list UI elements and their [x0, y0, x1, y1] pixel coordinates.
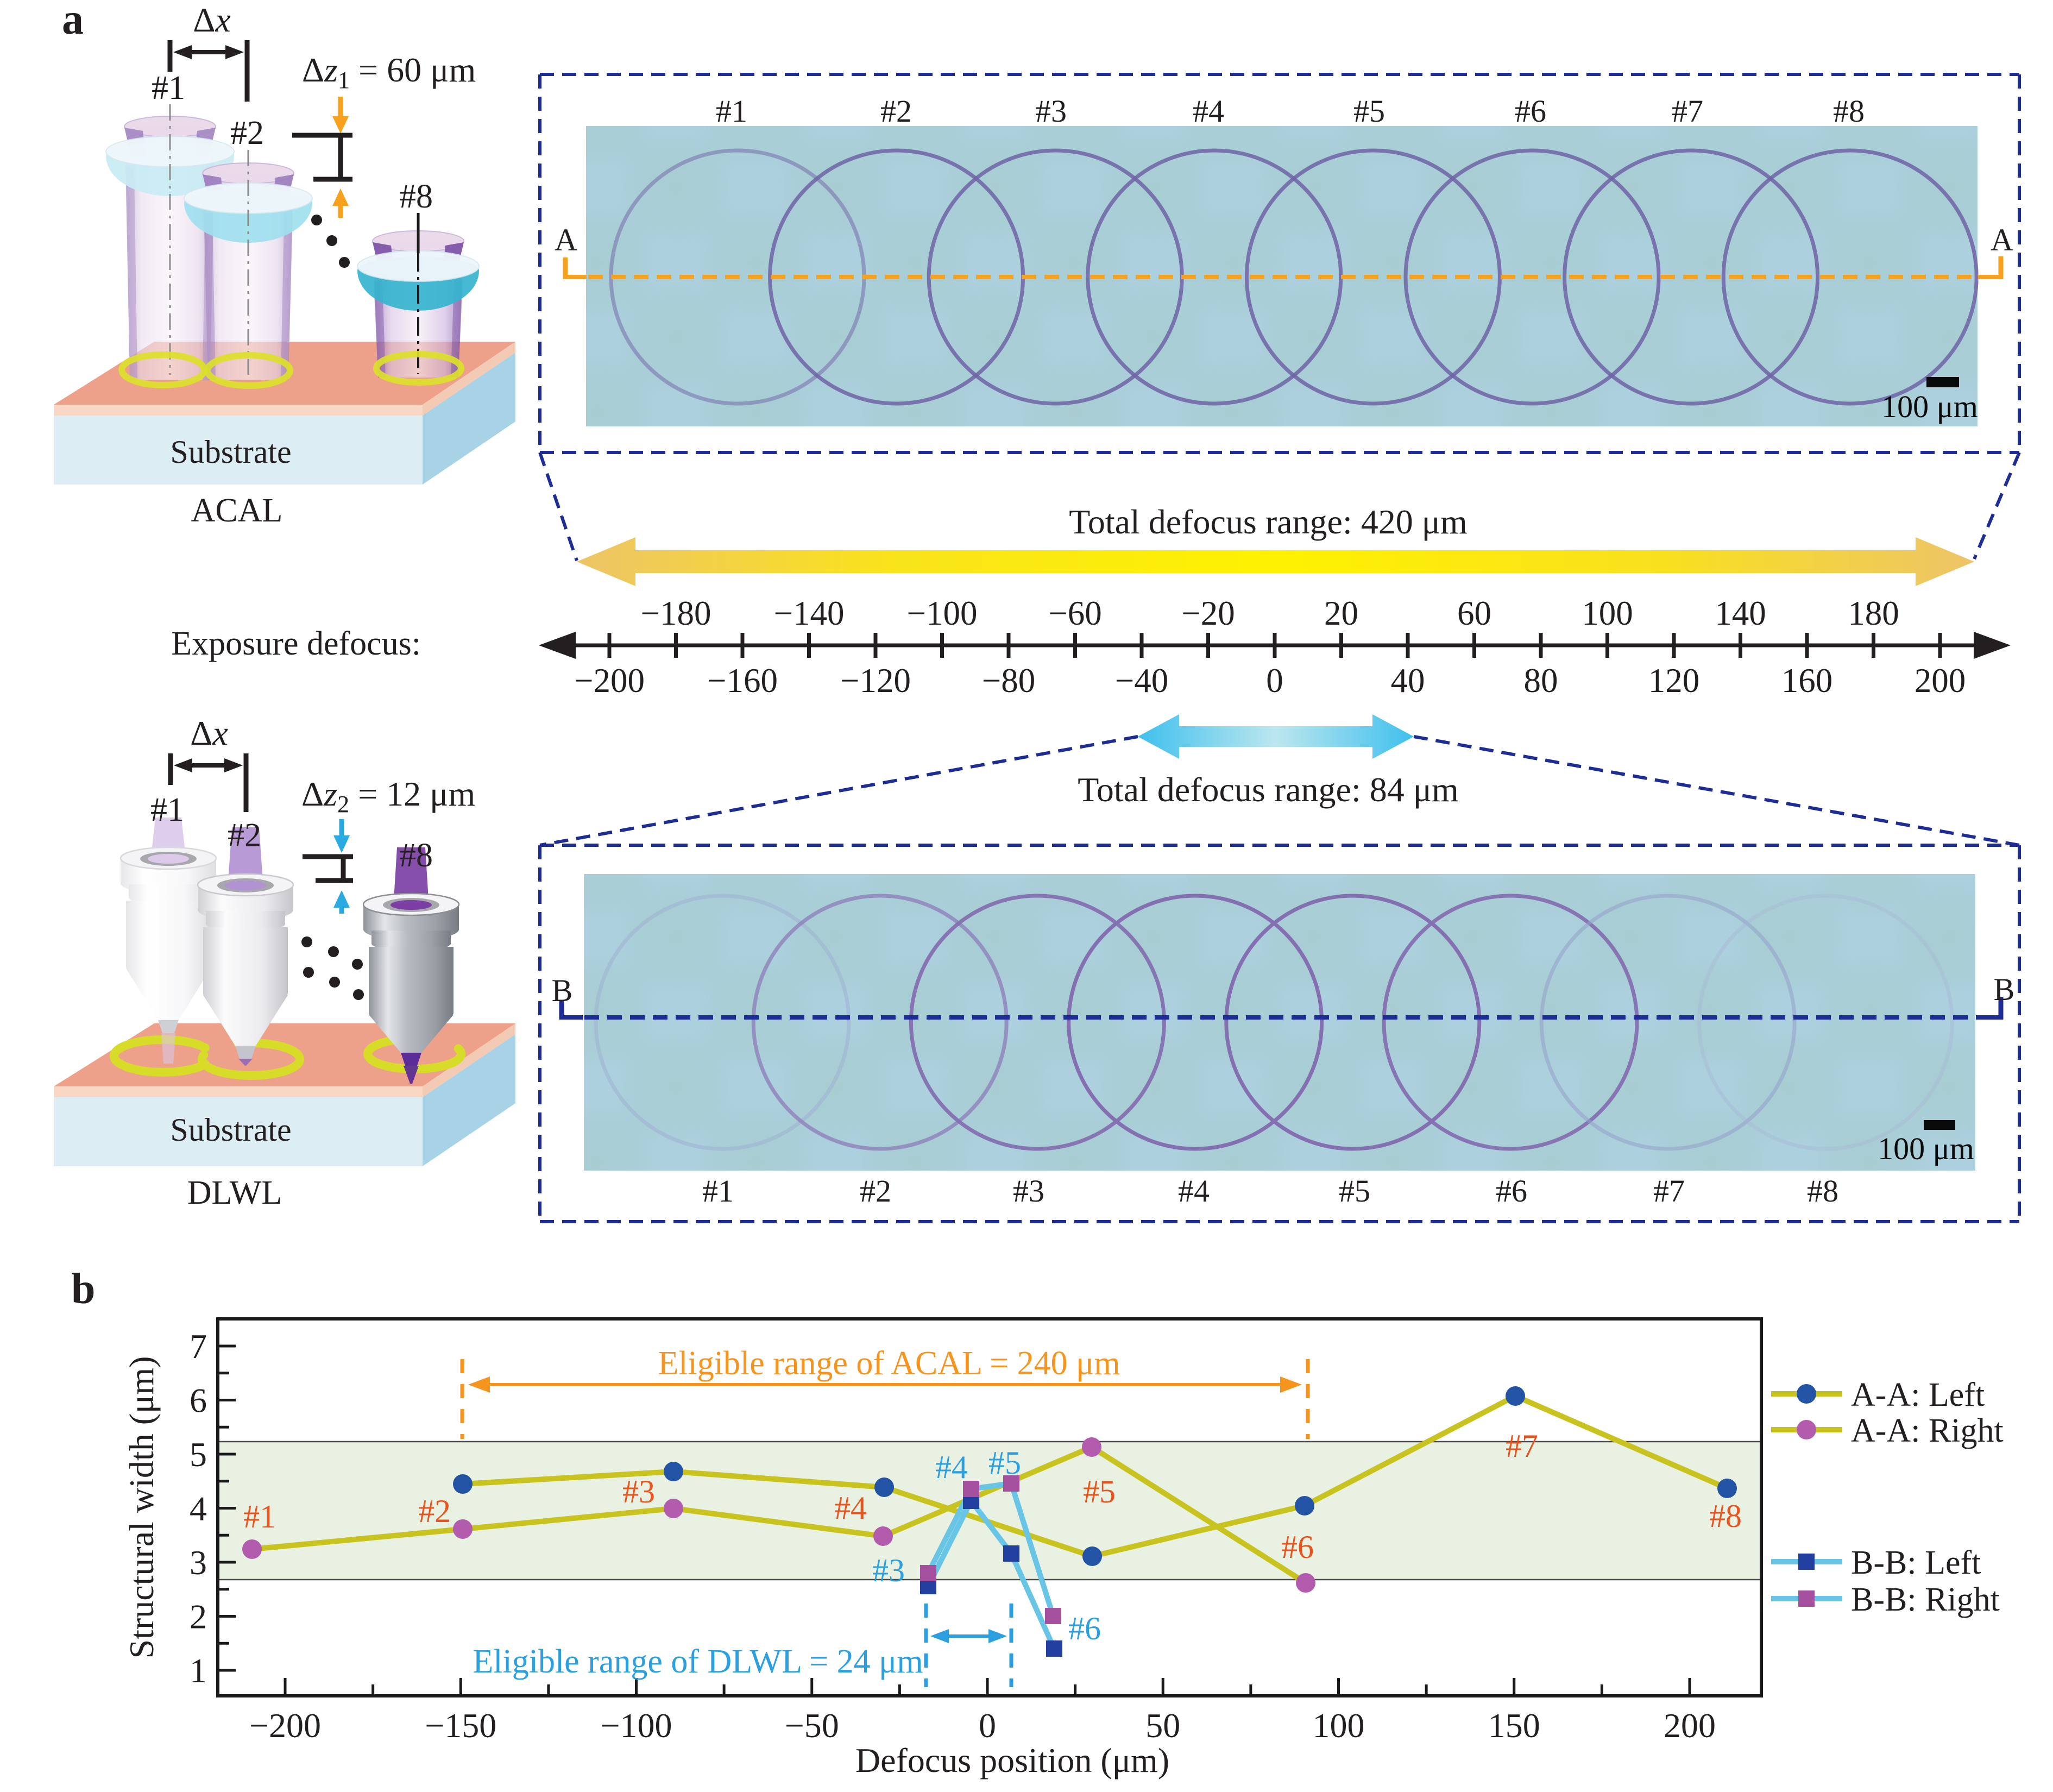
svg-text:20: 20 — [1324, 594, 1358, 632]
svg-text:#1: #1 — [716, 93, 747, 129]
svg-text:Δx: Δx — [193, 1, 231, 39]
svg-text:Total defocus range: 420 μm: Total defocus range: 420 μm — [1069, 502, 1468, 541]
svg-text:#1: #1 — [152, 70, 185, 106]
svg-text:#4: #4 — [1178, 1173, 1210, 1209]
svg-text:#3: #3 — [622, 1474, 655, 1510]
svg-text:100: 100 — [1582, 594, 1633, 632]
svg-text:50: 50 — [1145, 1706, 1180, 1745]
svg-text:150: 150 — [1488, 1706, 1540, 1745]
svg-text:#8: #8 — [399, 178, 433, 215]
svg-text:A: A — [555, 222, 577, 257]
svg-text:200: 200 — [1915, 662, 1966, 700]
svg-text:−40: −40 — [1115, 662, 1169, 700]
svg-text:B: B — [552, 973, 573, 1008]
svg-text:−100: −100 — [600, 1706, 672, 1745]
svg-text:100 μm: 100 μm — [1881, 389, 1978, 424]
svg-text:200: 200 — [1664, 1706, 1716, 1745]
svg-text:A: A — [1991, 222, 2013, 257]
svg-text:#7: #7 — [1653, 1173, 1685, 1209]
svg-text:160: 160 — [1781, 662, 1833, 700]
svg-text:60: 60 — [1457, 594, 1491, 632]
svg-text:b: b — [71, 1265, 96, 1313]
svg-text:A-A: Left: A-A: Left — [1851, 1376, 1985, 1413]
svg-text:#1: #1 — [150, 791, 184, 828]
svg-text:4: 4 — [190, 1489, 207, 1528]
svg-text:Total defocus range: 84 μm: Total defocus range: 84 μm — [1078, 770, 1459, 809]
svg-text:Substrate: Substrate — [170, 434, 291, 470]
svg-text:DLWL: DLWL — [187, 1174, 282, 1211]
svg-text:−140: −140 — [773, 594, 844, 632]
svg-text:ACAL: ACAL — [191, 492, 283, 529]
svg-text:−80: −80 — [982, 662, 1036, 700]
svg-text:#6: #6 — [1515, 93, 1546, 129]
svg-text:−50: −50 — [785, 1706, 839, 1745]
svg-text:−100: −100 — [906, 594, 977, 632]
svg-text:7: 7 — [190, 1327, 207, 1366]
svg-text:a: a — [62, 0, 84, 43]
svg-text:Exposure defocus:: Exposure defocus: — [171, 625, 421, 662]
svg-text:5: 5 — [190, 1435, 207, 1474]
svg-text:100: 100 — [1313, 1706, 1365, 1745]
svg-text:#6: #6 — [1068, 1611, 1101, 1646]
svg-text:40: 40 — [1391, 662, 1425, 700]
svg-text:#6: #6 — [1281, 1529, 1314, 1565]
svg-text:180: 180 — [1848, 594, 1899, 632]
svg-text:−120: −120 — [840, 662, 911, 700]
svg-text:3: 3 — [190, 1543, 207, 1582]
svg-text:#4: #4 — [834, 1490, 867, 1526]
svg-text:80: 80 — [1524, 662, 1558, 700]
svg-text:#5: #5 — [1339, 1173, 1370, 1209]
svg-text:#4: #4 — [1193, 93, 1224, 129]
svg-text:#5: #5 — [1083, 1474, 1116, 1510]
svg-text:#8: #8 — [1807, 1173, 1838, 1209]
svg-text:#2: #2 — [228, 817, 261, 854]
svg-text:−200: −200 — [249, 1706, 321, 1745]
svg-text:#5: #5 — [988, 1445, 1021, 1481]
svg-text:−20: −20 — [1181, 594, 1235, 632]
svg-text:−200: −200 — [574, 662, 645, 700]
svg-text:Structural width (μm): Structural width (μm) — [122, 1356, 161, 1659]
svg-text:#8: #8 — [1833, 93, 1865, 129]
svg-text:#6: #6 — [1496, 1173, 1527, 1209]
svg-text:A-A: Right: A-A: Right — [1851, 1412, 2004, 1449]
svg-text:B-B: Right: B-B: Right — [1851, 1581, 2000, 1618]
svg-text:#3: #3 — [872, 1552, 905, 1588]
svg-text:140: 140 — [1715, 594, 1766, 632]
svg-text:−60: −60 — [1048, 594, 1102, 632]
svg-text:#2: #2 — [418, 1493, 451, 1529]
svg-text:−180: −180 — [640, 594, 711, 632]
svg-text:#7: #7 — [1506, 1428, 1538, 1464]
svg-text:120: 120 — [1648, 662, 1700, 700]
svg-text:#2: #2 — [860, 1173, 891, 1209]
svg-text:#8: #8 — [399, 837, 433, 874]
svg-text:Defocus position (μm): Defocus position (μm) — [855, 1741, 1169, 1780]
svg-text:Eligible range of DLWL = 24 μm: Eligible range of DLWL = 24 μm — [473, 1643, 923, 1680]
svg-text:6: 6 — [190, 1381, 207, 1420]
svg-text:#5: #5 — [1353, 93, 1385, 129]
svg-text:0: 0 — [1266, 662, 1283, 700]
svg-text:#4: #4 — [935, 1449, 968, 1485]
svg-text:#8: #8 — [1709, 1498, 1742, 1534]
svg-text:100 μm: 100 μm — [1878, 1131, 1974, 1166]
svg-text:B-B: Left: B-B: Left — [1851, 1544, 1981, 1581]
svg-text:#1: #1 — [243, 1499, 276, 1535]
svg-text:#3: #3 — [1013, 1173, 1044, 1209]
svg-text:0: 0 — [979, 1706, 996, 1745]
svg-text:Substrate: Substrate — [170, 1112, 291, 1148]
svg-text:Δx: Δx — [190, 714, 228, 752]
svg-text:Δz1 = 60 μm: Δz1 = 60 μm — [302, 51, 476, 93]
svg-text:1: 1 — [190, 1651, 207, 1690]
svg-text:#2: #2 — [880, 93, 912, 129]
svg-text:2: 2 — [190, 1598, 207, 1636]
svg-text:Δz2 = 12 μm: Δz2 = 12 μm — [301, 775, 475, 818]
svg-text:#2: #2 — [230, 115, 264, 152]
svg-text:#1: #1 — [702, 1173, 734, 1209]
svg-text:B: B — [1994, 972, 2015, 1007]
svg-text:−160: −160 — [707, 662, 778, 700]
svg-text:Eligible range of ACAL = 240 μ: Eligible range of ACAL = 240 μm — [658, 1345, 1120, 1382]
svg-text:#3: #3 — [1035, 93, 1067, 129]
svg-text:#7: #7 — [1672, 93, 1703, 129]
svg-text:−150: −150 — [425, 1706, 496, 1745]
